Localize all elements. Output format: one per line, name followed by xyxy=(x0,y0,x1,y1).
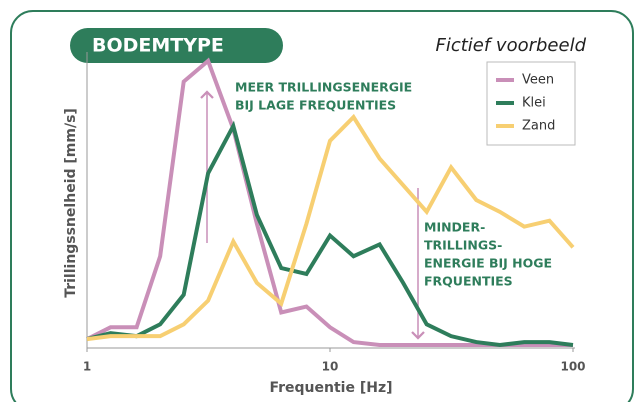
annotation: BIJ LAGE FREQUENTIES xyxy=(235,98,396,113)
x-tick-label: 100 xyxy=(560,360,585,374)
annotation: FRQUENTIES xyxy=(424,274,513,289)
legend-label: Zand xyxy=(522,119,555,134)
y-axis-label: Trillingssnelheid [mm/s] xyxy=(63,108,79,298)
x-tick-label: 10 xyxy=(322,360,339,374)
legend-label: Klei xyxy=(522,96,546,111)
chart-subtitle: Fictief voorbeeld xyxy=(435,35,586,56)
annotation: MINDER- xyxy=(424,220,485,235)
series-line xyxy=(86,120,574,348)
annotation: ENERGIE BIJ HOGE xyxy=(424,256,552,271)
title-pill xyxy=(70,28,283,63)
annotation: MEER TRILLINGSENERGIE xyxy=(235,80,412,95)
chart-title: BODEMTYPE xyxy=(92,35,224,57)
annotation: TRILLINGS- xyxy=(424,238,502,253)
legend-label: Veen xyxy=(522,73,554,88)
x-axis-label: Frequentie [Hz] xyxy=(269,380,392,396)
x-tick-label: 1 xyxy=(83,360,91,374)
series-line xyxy=(86,113,575,342)
frame xyxy=(10,10,634,402)
